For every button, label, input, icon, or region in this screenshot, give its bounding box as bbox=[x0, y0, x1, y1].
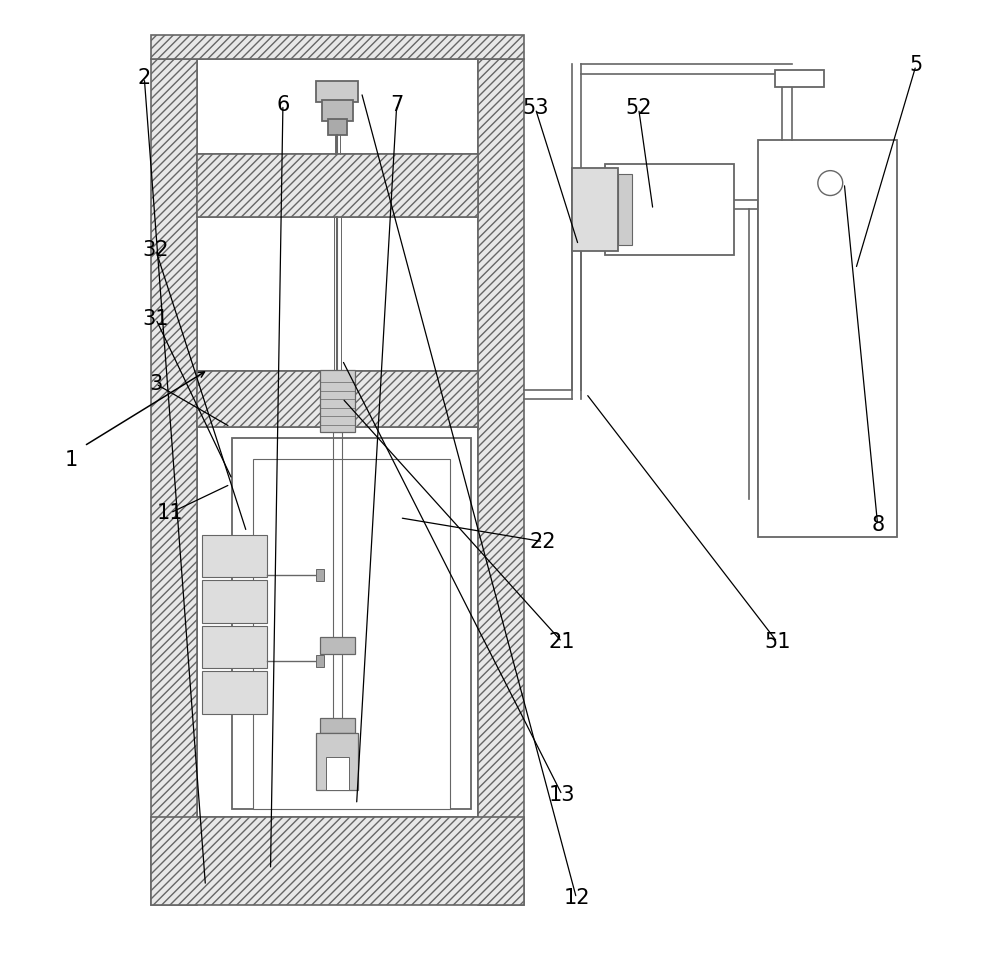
Text: 13: 13 bbox=[549, 785, 575, 805]
Text: 8: 8 bbox=[871, 515, 884, 535]
Text: 6: 6 bbox=[276, 95, 290, 115]
Bar bbox=[478, 58, 524, 905]
Bar bbox=[316, 655, 324, 667]
Bar bbox=[151, 58, 197, 905]
Bar bbox=[328, 119, 347, 135]
Text: 2: 2 bbox=[138, 68, 151, 88]
Bar bbox=[320, 717, 355, 733]
Bar bbox=[202, 625, 267, 668]
Bar bbox=[326, 757, 349, 790]
Bar bbox=[320, 638, 355, 654]
Text: 51: 51 bbox=[764, 632, 791, 652]
Bar bbox=[322, 100, 353, 121]
Text: 3: 3 bbox=[149, 374, 162, 394]
Text: 11: 11 bbox=[157, 503, 183, 523]
Bar bbox=[320, 369, 355, 432]
Bar bbox=[202, 580, 267, 622]
Bar bbox=[232, 438, 471, 809]
Bar bbox=[572, 168, 618, 251]
Text: 53: 53 bbox=[522, 99, 549, 119]
Text: 52: 52 bbox=[625, 99, 652, 119]
Text: 5: 5 bbox=[909, 56, 923, 76]
Bar bbox=[316, 81, 358, 102]
Bar bbox=[197, 217, 478, 371]
Text: 31: 31 bbox=[143, 309, 169, 329]
Bar bbox=[202, 535, 267, 577]
Bar bbox=[151, 817, 524, 905]
Bar bbox=[151, 35, 524, 58]
Bar bbox=[605, 164, 734, 255]
Bar bbox=[253, 459, 450, 809]
Bar bbox=[775, 70, 824, 87]
Bar bbox=[316, 570, 324, 581]
Bar bbox=[197, 371, 478, 427]
Text: 1: 1 bbox=[65, 451, 78, 470]
Bar bbox=[316, 733, 358, 790]
Bar bbox=[618, 174, 632, 246]
Bar bbox=[197, 58, 478, 154]
Text: 32: 32 bbox=[143, 240, 169, 260]
Text: 21: 21 bbox=[549, 632, 575, 652]
Bar bbox=[202, 671, 267, 713]
Bar bbox=[758, 140, 897, 537]
Bar bbox=[197, 154, 478, 217]
Text: 22: 22 bbox=[530, 531, 556, 551]
Bar bbox=[197, 427, 478, 817]
Text: 12: 12 bbox=[563, 888, 590, 908]
Text: 7: 7 bbox=[390, 95, 403, 115]
